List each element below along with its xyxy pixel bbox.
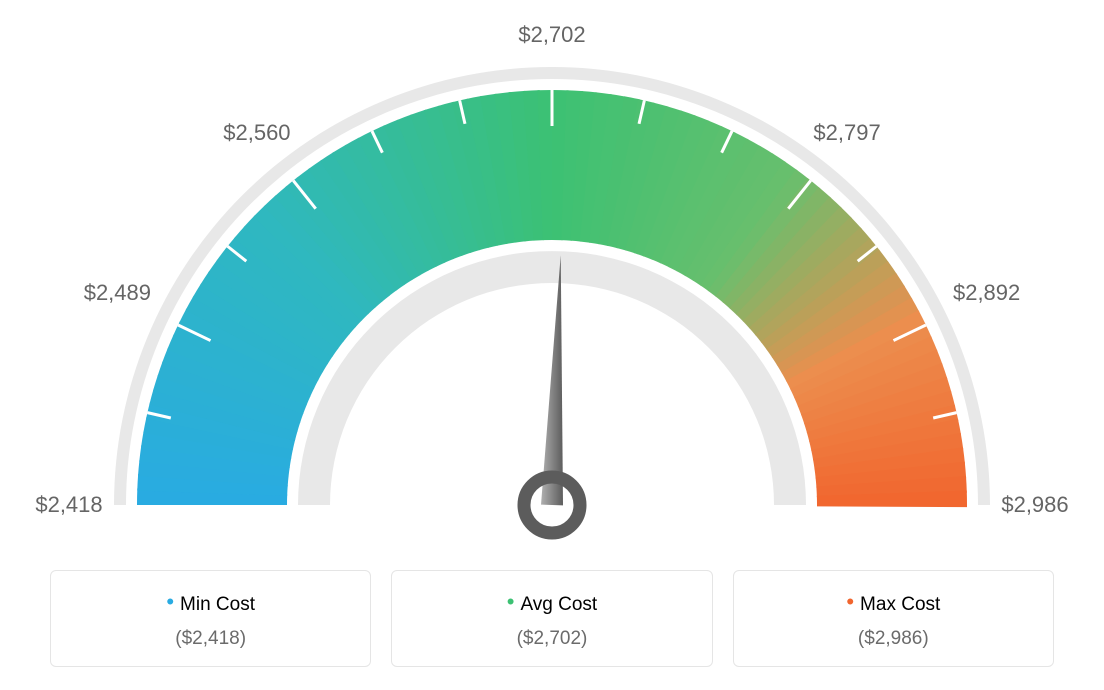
- bullet-icon: •: [846, 589, 854, 614]
- legend-title-max: • Max Cost: [744, 589, 1043, 616]
- legend-value-max: ($2,986): [744, 628, 1043, 650]
- legend-title-text: Max Cost: [860, 594, 940, 615]
- legend-title-min: • Min Cost: [61, 589, 360, 616]
- legend-row: •Min Cost ($2,418) •Avg Cost ($2,702) •M…: [50, 570, 1054, 667]
- legend-card-avg: •Avg Cost ($2,702): [391, 570, 712, 667]
- legend-value-avg: ($2,702): [402, 628, 701, 650]
- bullet-icon: •: [166, 589, 174, 614]
- legend-card-max: • Max Cost ($2,986): [733, 570, 1054, 667]
- legend-title-text: Avg Cost: [520, 594, 597, 615]
- gauge-tick-label: $2,892: [953, 280, 1020, 306]
- legend-card-min: • Min Cost ($2,418): [50, 570, 371, 667]
- legend-title-text: Min Cost: [180, 594, 255, 615]
- gauge-svg: [0, 0, 1104, 560]
- legend-title-avg: •Avg Cost: [402, 589, 701, 616]
- bullet-icon: •: [507, 589, 515, 614]
- gauge-tick-label: $2,702: [518, 22, 585, 48]
- legend-value-min: ($2,418): [61, 628, 360, 650]
- cost-gauge: $2,418 $2,489 $2,560 $2,702 $2,797 $2,892 $2,9…: [0, 0, 1104, 560]
- gauge-tick-label: $2,986: [1001, 492, 1068, 518]
- gauge-tick-label: $2,418: [35, 492, 102, 518]
- gauge-tick-label: $2,560: [223, 120, 290, 146]
- gauge-tick-label: $2,797: [813, 120, 880, 146]
- gauge-tick-label: $2,489: [84, 280, 151, 306]
